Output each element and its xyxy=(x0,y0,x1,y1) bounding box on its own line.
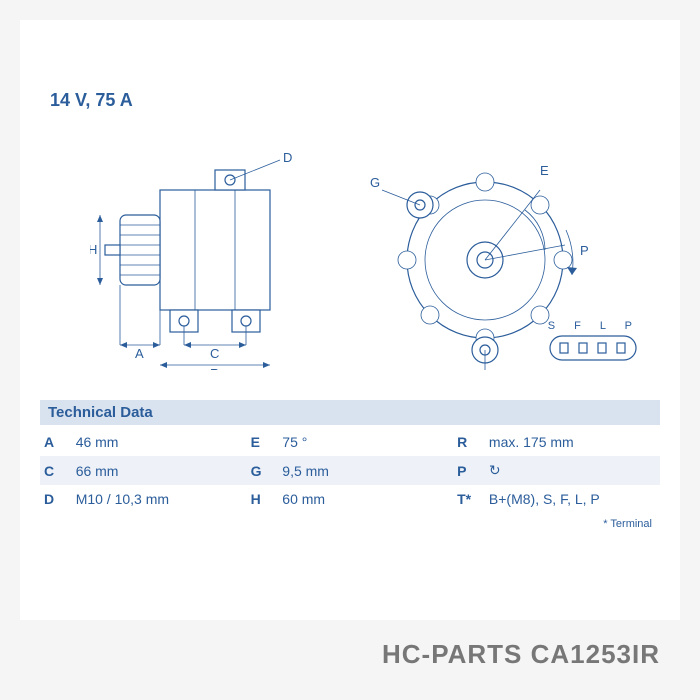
spec-key: T* xyxy=(453,485,485,513)
spec-value: 60 mm xyxy=(278,485,453,513)
dim-H: H xyxy=(90,242,97,257)
connector-icon xyxy=(548,334,638,364)
spec-key: E xyxy=(247,428,279,456)
connector-pinout: S F L P xyxy=(548,320,640,369)
dim-P: P xyxy=(580,243,589,258)
spec-value: 66 mm xyxy=(72,456,247,485)
connector-pin-labels: S F L P xyxy=(548,320,640,332)
datasheet-page: 14 V, 75 A xyxy=(20,20,680,620)
spec-key: R xyxy=(453,428,485,456)
alternator-drawings: H A C R xyxy=(90,140,610,370)
technical-data-table: A46 mmE75 °Rmax. 175 mmC66 mmG9,5 mmP↻DM… xyxy=(40,428,660,513)
spec-value: 75 ° xyxy=(278,428,453,456)
spec-key: H xyxy=(247,485,279,513)
dim-E: E xyxy=(540,163,549,178)
dim-C: C xyxy=(210,346,219,361)
dim-G: G xyxy=(370,175,380,190)
spec-value: M10 / 10,3 mm xyxy=(72,485,247,513)
table-row: A46 mmE75 °Rmax. 175 mm xyxy=(40,428,660,456)
table-row: C66 mmG9,5 mmP↻ xyxy=(40,456,660,485)
electrical-spec: 14 V, 75 A xyxy=(50,90,133,111)
spec-key: G xyxy=(247,456,279,485)
dim-D: D xyxy=(283,150,292,165)
dim-R: R xyxy=(210,366,219,370)
technical-data-header: Technical Data xyxy=(40,400,660,425)
table-row: DM10 / 10,3 mmH60 mmT*B+(M8), S, F, L, P xyxy=(40,485,660,513)
spec-value: B+(M8), S, F, L, P xyxy=(485,485,660,513)
spec-key: A xyxy=(40,428,72,456)
spec-value: 46 mm xyxy=(72,428,247,456)
spec-value: ↻ xyxy=(485,456,660,485)
diagram-area: H A C R xyxy=(90,140,610,370)
spec-key: C xyxy=(40,456,72,485)
spec-key: D xyxy=(40,485,72,513)
spec-key: P xyxy=(453,456,485,485)
terminal-footnote: * Terminal xyxy=(603,518,652,530)
brand-partno: HC-PARTS CA1253IR xyxy=(382,639,660,670)
dim-A: A xyxy=(135,346,144,361)
spec-value: max. 175 mm xyxy=(485,428,660,456)
spec-value: 9,5 mm xyxy=(278,456,453,485)
